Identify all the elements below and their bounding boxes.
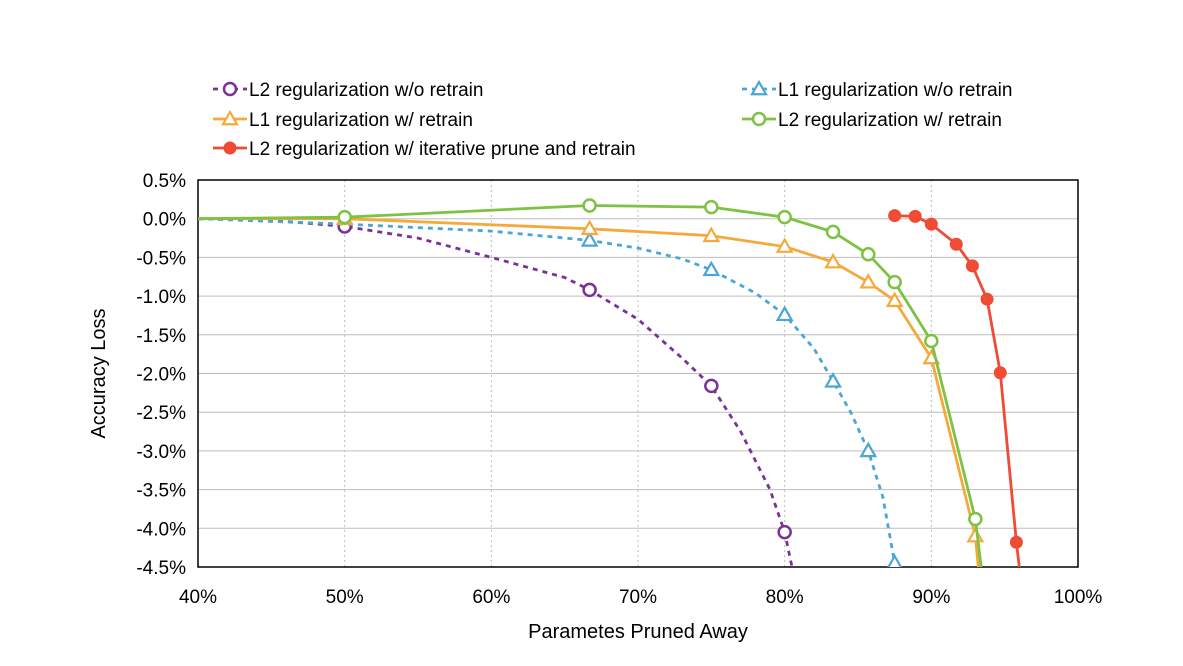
- data-point: [980, 292, 994, 306]
- data-point: [337, 209, 352, 225]
- tick-labels: 0.5% 0.0% -0.5% -1.0% -1.5% -2.0% -2.5% -3.0% -3…: [136, 171, 1102, 608]
- y-tick-label: -2.5%: [136, 403, 186, 424]
- data-point: [861, 247, 876, 262]
- legend-item: L2 regularization w/ retrain: [742, 110, 1002, 131]
- y-tick-label: -3.5%: [136, 481, 186, 502]
- legend-marker: [223, 141, 237, 155]
- legend-label: L1 regularization w/ retrain: [249, 110, 473, 131]
- data-point: [924, 333, 939, 349]
- legend-item: L2 regularization w/ iterative prune and…: [213, 139, 636, 160]
- x-tick-label: 60%: [472, 587, 510, 608]
- y-axis-label: Accuracy Loss: [88, 308, 110, 438]
- legend-marker: [750, 79, 768, 96]
- data-point: [968, 511, 983, 527]
- data-point: [949, 237, 963, 251]
- legend-label: L2 regularization w/ retrain: [778, 110, 1002, 131]
- data-point: [859, 441, 878, 458]
- legend-label: L2 regularization w/ iterative prune and…: [249, 139, 636, 160]
- data-point: [582, 282, 597, 298]
- data-point: [580, 231, 599, 247]
- y-tick-label: -0.5%: [136, 248, 186, 269]
- data-point: [775, 305, 794, 322]
- y-tick-label: -3.0%: [136, 442, 186, 463]
- data-point: [775, 237, 794, 253]
- legend-label: L1 regularization w/o retrain: [778, 80, 1012, 101]
- legend-item: L1 regularization w/o retrain: [742, 79, 1012, 101]
- x-tick-label: 80%: [766, 587, 804, 608]
- data-point: [580, 219, 599, 236]
- data-point: [824, 372, 842, 388]
- series-line: [198, 217, 898, 567]
- data-point: [1009, 535, 1023, 549]
- data-point: [825, 224, 841, 240]
- data-point: [888, 209, 902, 223]
- legend-item: L2 regularization w/o retrain: [213, 80, 483, 101]
- series-1: [198, 217, 903, 567]
- y-tick-label: -1.5%: [136, 326, 186, 347]
- data-point: [908, 209, 922, 223]
- y-tick-label: 0.5%: [143, 171, 186, 192]
- data-point: [965, 259, 979, 273]
- data-point: [704, 199, 719, 215]
- y-tick-label: -4.5%: [136, 558, 186, 579]
- y-tick-label: 0.0%: [143, 210, 186, 231]
- data-point: [887, 274, 902, 290]
- data-point: [702, 260, 721, 277]
- x-axis-label: Parametes Pruned Away: [528, 621, 748, 643]
- legend-marker: [222, 81, 238, 97]
- y-tick-label: -1.0%: [136, 287, 186, 308]
- plot-frame: [197, 179, 1079, 568]
- x-tick-label: 70%: [619, 587, 657, 608]
- x-tick-label: 40%: [179, 587, 217, 608]
- x-tick-label: 90%: [912, 587, 950, 608]
- x-tick-label: 100%: [1054, 587, 1103, 608]
- series-3: [198, 198, 983, 567]
- data-point: [885, 291, 904, 308]
- x-tick-label: 50%: [326, 587, 364, 608]
- series-layer: [198, 198, 1023, 567]
- data-point: [859, 272, 878, 289]
- legend-label: L2 regularization w/o retrain: [249, 80, 483, 101]
- data-point: [702, 226, 721, 243]
- data-point: [887, 553, 903, 567]
- data-point: [993, 366, 1007, 380]
- data-point: [704, 378, 719, 394]
- legend: L2 regularization w/o retrain L1 regulari…: [213, 79, 1012, 160]
- data-point: [824, 252, 842, 269]
- data-point: [582, 198, 597, 213]
- y-tick-label: -4.0%: [136, 519, 186, 540]
- legend-marker: [751, 111, 767, 127]
- legend-item: L1 regularization w/ retrain: [213, 109, 473, 131]
- y-tick-label: -2.0%: [136, 365, 186, 386]
- data-point: [924, 217, 938, 231]
- data-point: [777, 524, 792, 540]
- data-point: [777, 209, 792, 225]
- series-4: [888, 209, 1023, 567]
- legend-marker: [221, 109, 239, 126]
